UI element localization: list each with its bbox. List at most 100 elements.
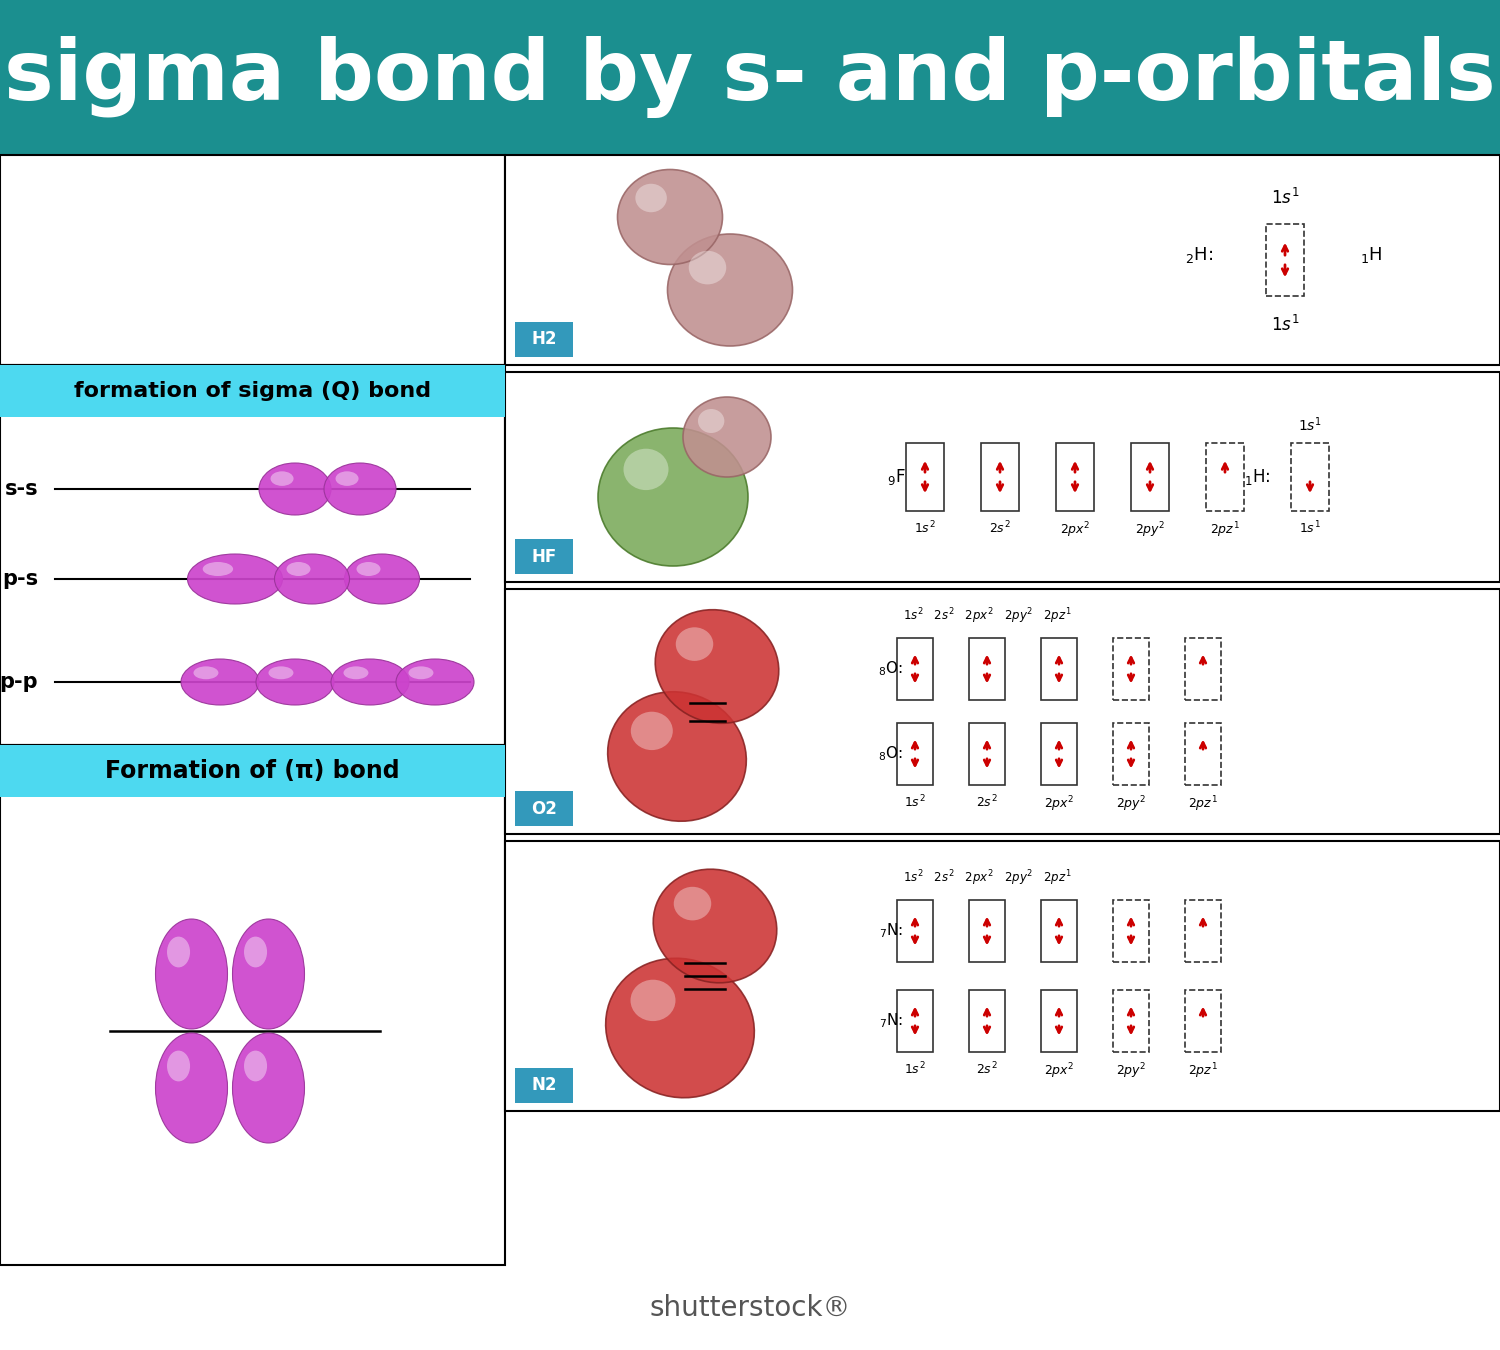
Ellipse shape xyxy=(166,937,190,968)
Ellipse shape xyxy=(344,667,369,679)
Ellipse shape xyxy=(202,562,232,576)
Bar xyxy=(514,539,573,574)
Text: $2px^2$: $2px^2$ xyxy=(1044,794,1074,814)
Bar xyxy=(1185,724,1221,784)
Text: $1s^2$   $2s^2$   $2px^2$   $2py^2$   $2pz^1$: $1s^2$ $2s^2$ $2px^2$ $2py^2$ $2pz^1$ xyxy=(903,606,1071,626)
Ellipse shape xyxy=(357,562,381,576)
Text: $_9$F:: $_9$F: xyxy=(886,467,910,487)
Ellipse shape xyxy=(652,869,777,983)
Ellipse shape xyxy=(636,184,668,212)
Ellipse shape xyxy=(675,628,714,662)
Bar xyxy=(1041,639,1077,701)
Ellipse shape xyxy=(274,554,350,603)
Bar xyxy=(0,364,506,745)
Text: sigma bond by s- and p-orbitals: sigma bond by s- and p-orbitals xyxy=(4,36,1496,119)
Bar xyxy=(514,1068,573,1103)
Bar xyxy=(1113,900,1149,963)
Ellipse shape xyxy=(618,170,723,265)
Text: $2px^2$: $2px^2$ xyxy=(1060,520,1090,540)
Ellipse shape xyxy=(232,1033,304,1143)
Bar xyxy=(1041,990,1077,1052)
Bar xyxy=(1041,724,1077,784)
Bar xyxy=(1206,443,1243,512)
Text: $1s^1$: $1s^1$ xyxy=(1298,416,1322,435)
Text: $_7$N:: $_7$N: xyxy=(879,1011,903,1030)
Bar xyxy=(1185,900,1221,963)
Ellipse shape xyxy=(682,397,771,477)
Bar xyxy=(1292,443,1329,512)
Ellipse shape xyxy=(624,448,669,490)
Text: $1s^2$   $2s^2$   $2px^2$   $2py^2$   $2pz^1$: $1s^2$ $2s^2$ $2px^2$ $2py^2$ $2pz^1$ xyxy=(903,868,1071,888)
Bar xyxy=(0,1265,1500,1350)
Ellipse shape xyxy=(244,937,267,968)
Ellipse shape xyxy=(598,428,748,566)
Ellipse shape xyxy=(268,667,294,679)
Ellipse shape xyxy=(345,554,420,603)
Text: H2: H2 xyxy=(531,331,556,348)
Bar xyxy=(1113,724,1149,784)
Bar xyxy=(897,900,933,963)
Bar xyxy=(1266,224,1304,296)
Text: $2py^2$: $2py^2$ xyxy=(1116,1061,1146,1080)
Bar xyxy=(1056,443,1094,512)
Text: $1s^1$: $1s^1$ xyxy=(1270,188,1299,208)
Text: $1s^1$: $1s^1$ xyxy=(1299,520,1322,536)
Bar xyxy=(514,791,573,826)
Text: $_8$O:: $_8$O: xyxy=(878,745,903,763)
Text: O2: O2 xyxy=(531,799,556,818)
Text: p-p: p-p xyxy=(0,672,38,693)
Text: $1s^2$: $1s^2$ xyxy=(914,520,936,536)
Text: $2py^2$: $2py^2$ xyxy=(1136,520,1166,540)
Bar xyxy=(506,841,1500,1111)
Bar xyxy=(0,155,506,364)
Ellipse shape xyxy=(336,471,358,486)
Ellipse shape xyxy=(260,463,332,514)
Text: $1s^2$: $1s^2$ xyxy=(904,1061,926,1077)
Text: $_7$N:: $_7$N: xyxy=(879,922,903,941)
Bar xyxy=(906,443,944,512)
Ellipse shape xyxy=(182,659,260,705)
Bar xyxy=(969,900,1005,963)
Text: shutterstock®: shutterstock® xyxy=(650,1293,850,1322)
Text: $2pz^1$: $2pz^1$ xyxy=(1188,794,1218,814)
Ellipse shape xyxy=(630,980,675,1021)
Ellipse shape xyxy=(256,659,334,705)
Text: $_1$H: $_1$H xyxy=(1360,244,1383,265)
Bar xyxy=(1041,900,1077,963)
Bar xyxy=(969,724,1005,784)
Text: p-s: p-s xyxy=(2,568,38,589)
Ellipse shape xyxy=(270,471,294,486)
Text: s-s: s-s xyxy=(4,479,38,500)
Bar xyxy=(969,639,1005,701)
Bar xyxy=(0,745,506,796)
Bar xyxy=(0,364,506,417)
Ellipse shape xyxy=(156,919,228,1029)
Text: Formation of (π) bond: Formation of (π) bond xyxy=(105,759,400,783)
Ellipse shape xyxy=(608,691,747,821)
Ellipse shape xyxy=(656,610,778,724)
Ellipse shape xyxy=(668,234,792,346)
Ellipse shape xyxy=(332,659,410,705)
Text: N2: N2 xyxy=(531,1076,556,1095)
Ellipse shape xyxy=(232,919,304,1029)
Bar xyxy=(506,155,1500,364)
Bar xyxy=(897,990,933,1052)
Text: $1s^2$: $1s^2$ xyxy=(904,794,926,810)
Ellipse shape xyxy=(408,667,434,679)
Text: $_1$H:: $_1$H: xyxy=(1244,467,1270,487)
Bar xyxy=(969,990,1005,1052)
Ellipse shape xyxy=(698,409,724,433)
Bar xyxy=(897,724,933,784)
Bar xyxy=(1113,990,1149,1052)
Ellipse shape xyxy=(188,554,282,603)
Bar xyxy=(0,745,506,1265)
Bar xyxy=(506,589,1500,834)
Ellipse shape xyxy=(688,251,726,285)
Text: $2pz^1$: $2pz^1$ xyxy=(1188,1061,1218,1080)
Text: formation of sigma (Q) bond: formation of sigma (Q) bond xyxy=(74,381,430,401)
Bar xyxy=(897,639,933,701)
Bar xyxy=(1185,990,1221,1052)
Bar xyxy=(1185,639,1221,701)
Ellipse shape xyxy=(632,711,674,751)
Bar xyxy=(514,323,573,356)
